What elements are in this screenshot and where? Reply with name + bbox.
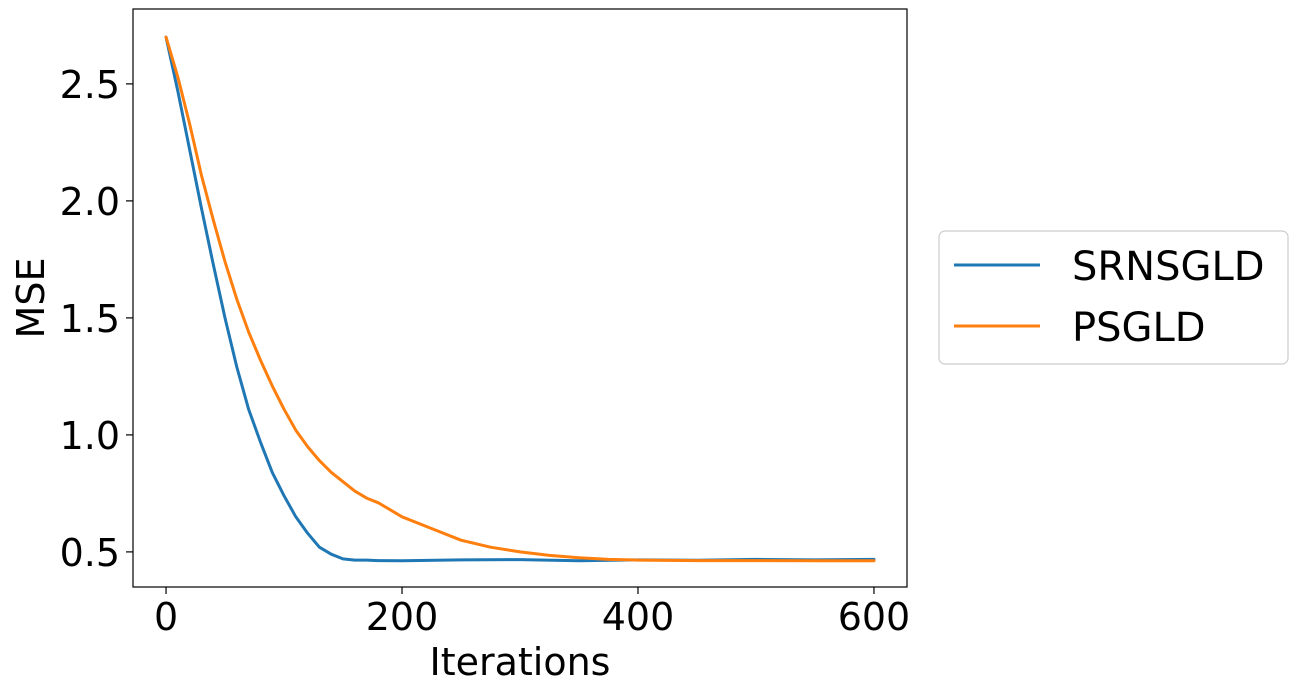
x-axis-ticks: 0 200 400 600 [154, 587, 910, 639]
x-tick-label: 600 [838, 595, 911, 639]
legend-label-srnsgld: SRNSGLD [1072, 244, 1265, 290]
y-axis-label: MSE [9, 258, 53, 339]
series-line-psgld [164, 35, 876, 563]
x-tick-label: 400 [602, 595, 675, 639]
y-tick-label: 1.5 [60, 297, 120, 341]
legend-label-psgld: PSGLD [1072, 305, 1206, 351]
plot-frame [132, 8, 908, 588]
plot-area [133, 9, 907, 587]
y-tick-label: 2.0 [60, 180, 120, 224]
x-tick-label: 200 [366, 595, 439, 639]
series-layer [164, 35, 876, 563]
x-tick-label: 0 [154, 595, 178, 639]
y-tick-label: 2.5 [60, 63, 120, 107]
y-tick-label: 1.0 [60, 414, 120, 458]
x-axis-label: Iterations [430, 640, 611, 684]
legend: SRNSGLD PSGLD [938, 230, 1289, 365]
y-axis-ticks: 0.5 1.0 1.5 2.0 2.5 [60, 63, 133, 575]
y-tick-label: 0.5 [60, 531, 120, 575]
